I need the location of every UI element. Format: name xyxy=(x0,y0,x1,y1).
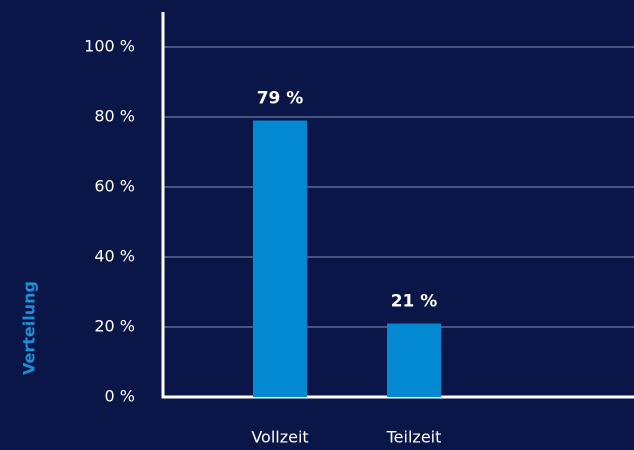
y-tick-label: 100 % xyxy=(84,37,135,56)
y-tick-label: 80 % xyxy=(94,107,135,126)
y-tick-label: 60 % xyxy=(94,177,135,196)
value-label: 21 % xyxy=(391,292,438,312)
value-label: 79 % xyxy=(257,89,304,109)
bar xyxy=(253,120,307,397)
x-tick-label: Vollzeit xyxy=(251,428,308,447)
y-tick-label: 0 % xyxy=(105,387,135,406)
x-tick-label: Teilzeit xyxy=(386,428,442,447)
bar xyxy=(387,323,441,397)
y-tick-label: 40 % xyxy=(94,247,135,266)
y-axis-label: Verteilung xyxy=(20,281,39,375)
y-tick-label: 20 % xyxy=(94,317,135,336)
